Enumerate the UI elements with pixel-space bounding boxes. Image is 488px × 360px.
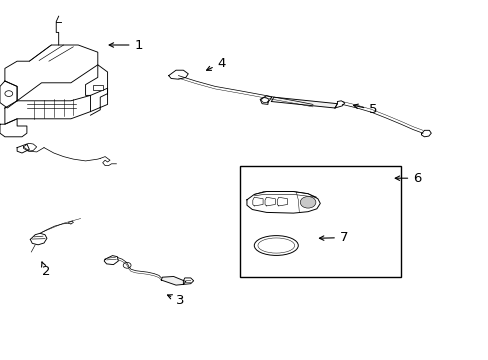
Text: 2: 2 <box>41 262 50 278</box>
Polygon shape <box>161 276 185 285</box>
Text: 4: 4 <box>206 57 225 70</box>
Polygon shape <box>264 197 275 206</box>
Text: 6: 6 <box>394 172 421 185</box>
Text: 3: 3 <box>167 294 184 307</box>
Bar <box>239 166 400 277</box>
Text: 7: 7 <box>319 231 347 244</box>
Polygon shape <box>277 197 287 206</box>
Ellipse shape <box>258 238 294 253</box>
Polygon shape <box>246 192 320 213</box>
Bar <box>93 85 102 90</box>
Polygon shape <box>252 197 263 206</box>
Text: 5: 5 <box>353 103 377 116</box>
Circle shape <box>300 197 315 208</box>
Text: 1: 1 <box>109 39 142 51</box>
Ellipse shape <box>254 236 298 256</box>
Polygon shape <box>271 97 337 108</box>
